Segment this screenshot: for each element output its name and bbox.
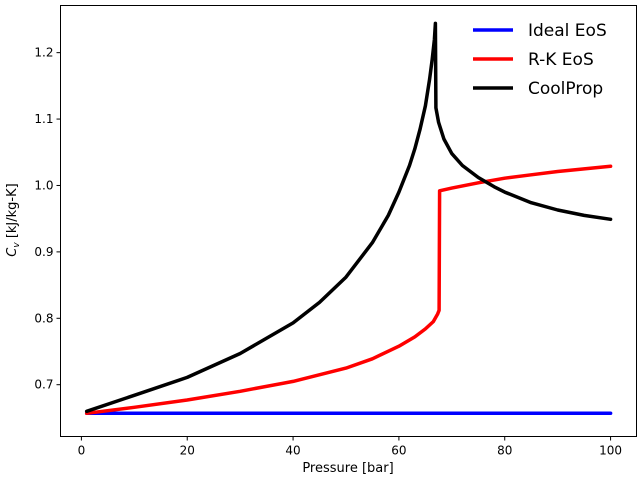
x-ticks: 0 20 40 60 80 100 <box>78 436 622 458</box>
x-axis-label: Pressure [bar] <box>302 461 393 476</box>
y-axis-label: Cv [kJ/kg-K] <box>5 183 22 256</box>
legend: Ideal EoS R-K EoS CoolProp <box>473 21 607 99</box>
y-tick-label: 1.1 <box>34 112 53 126</box>
y-ticks: 0.7 0.8 0.9 1.0 1.1 1.2 <box>34 46 61 392</box>
series-line-r-k-eos <box>84 164 613 416</box>
legend-label: R-K EoS <box>528 50 594 70</box>
x-tick-label: 40 <box>285 444 300 458</box>
x-tick-label: 100 <box>599 444 622 458</box>
plot-frame <box>60 5 637 437</box>
y-tick-label: 1.2 <box>34 46 53 60</box>
series-line-coolprop <box>84 21 613 414</box>
y-tick-label: 0.8 <box>34 311 53 325</box>
series-lines <box>84 21 613 416</box>
x-tick-label: 20 <box>180 444 195 458</box>
y-tick-label: 0.9 <box>34 245 53 259</box>
x-tick-label: 60 <box>391 444 406 458</box>
x-tick-label: 80 <box>497 444 512 458</box>
y-tick-label: 0.7 <box>34 378 53 392</box>
x-tick-label: 0 <box>78 444 86 458</box>
legend-label: CoolProp <box>528 79 603 99</box>
legend-label: Ideal EoS <box>528 21 607 41</box>
y-tick-label: 1.0 <box>34 178 53 192</box>
